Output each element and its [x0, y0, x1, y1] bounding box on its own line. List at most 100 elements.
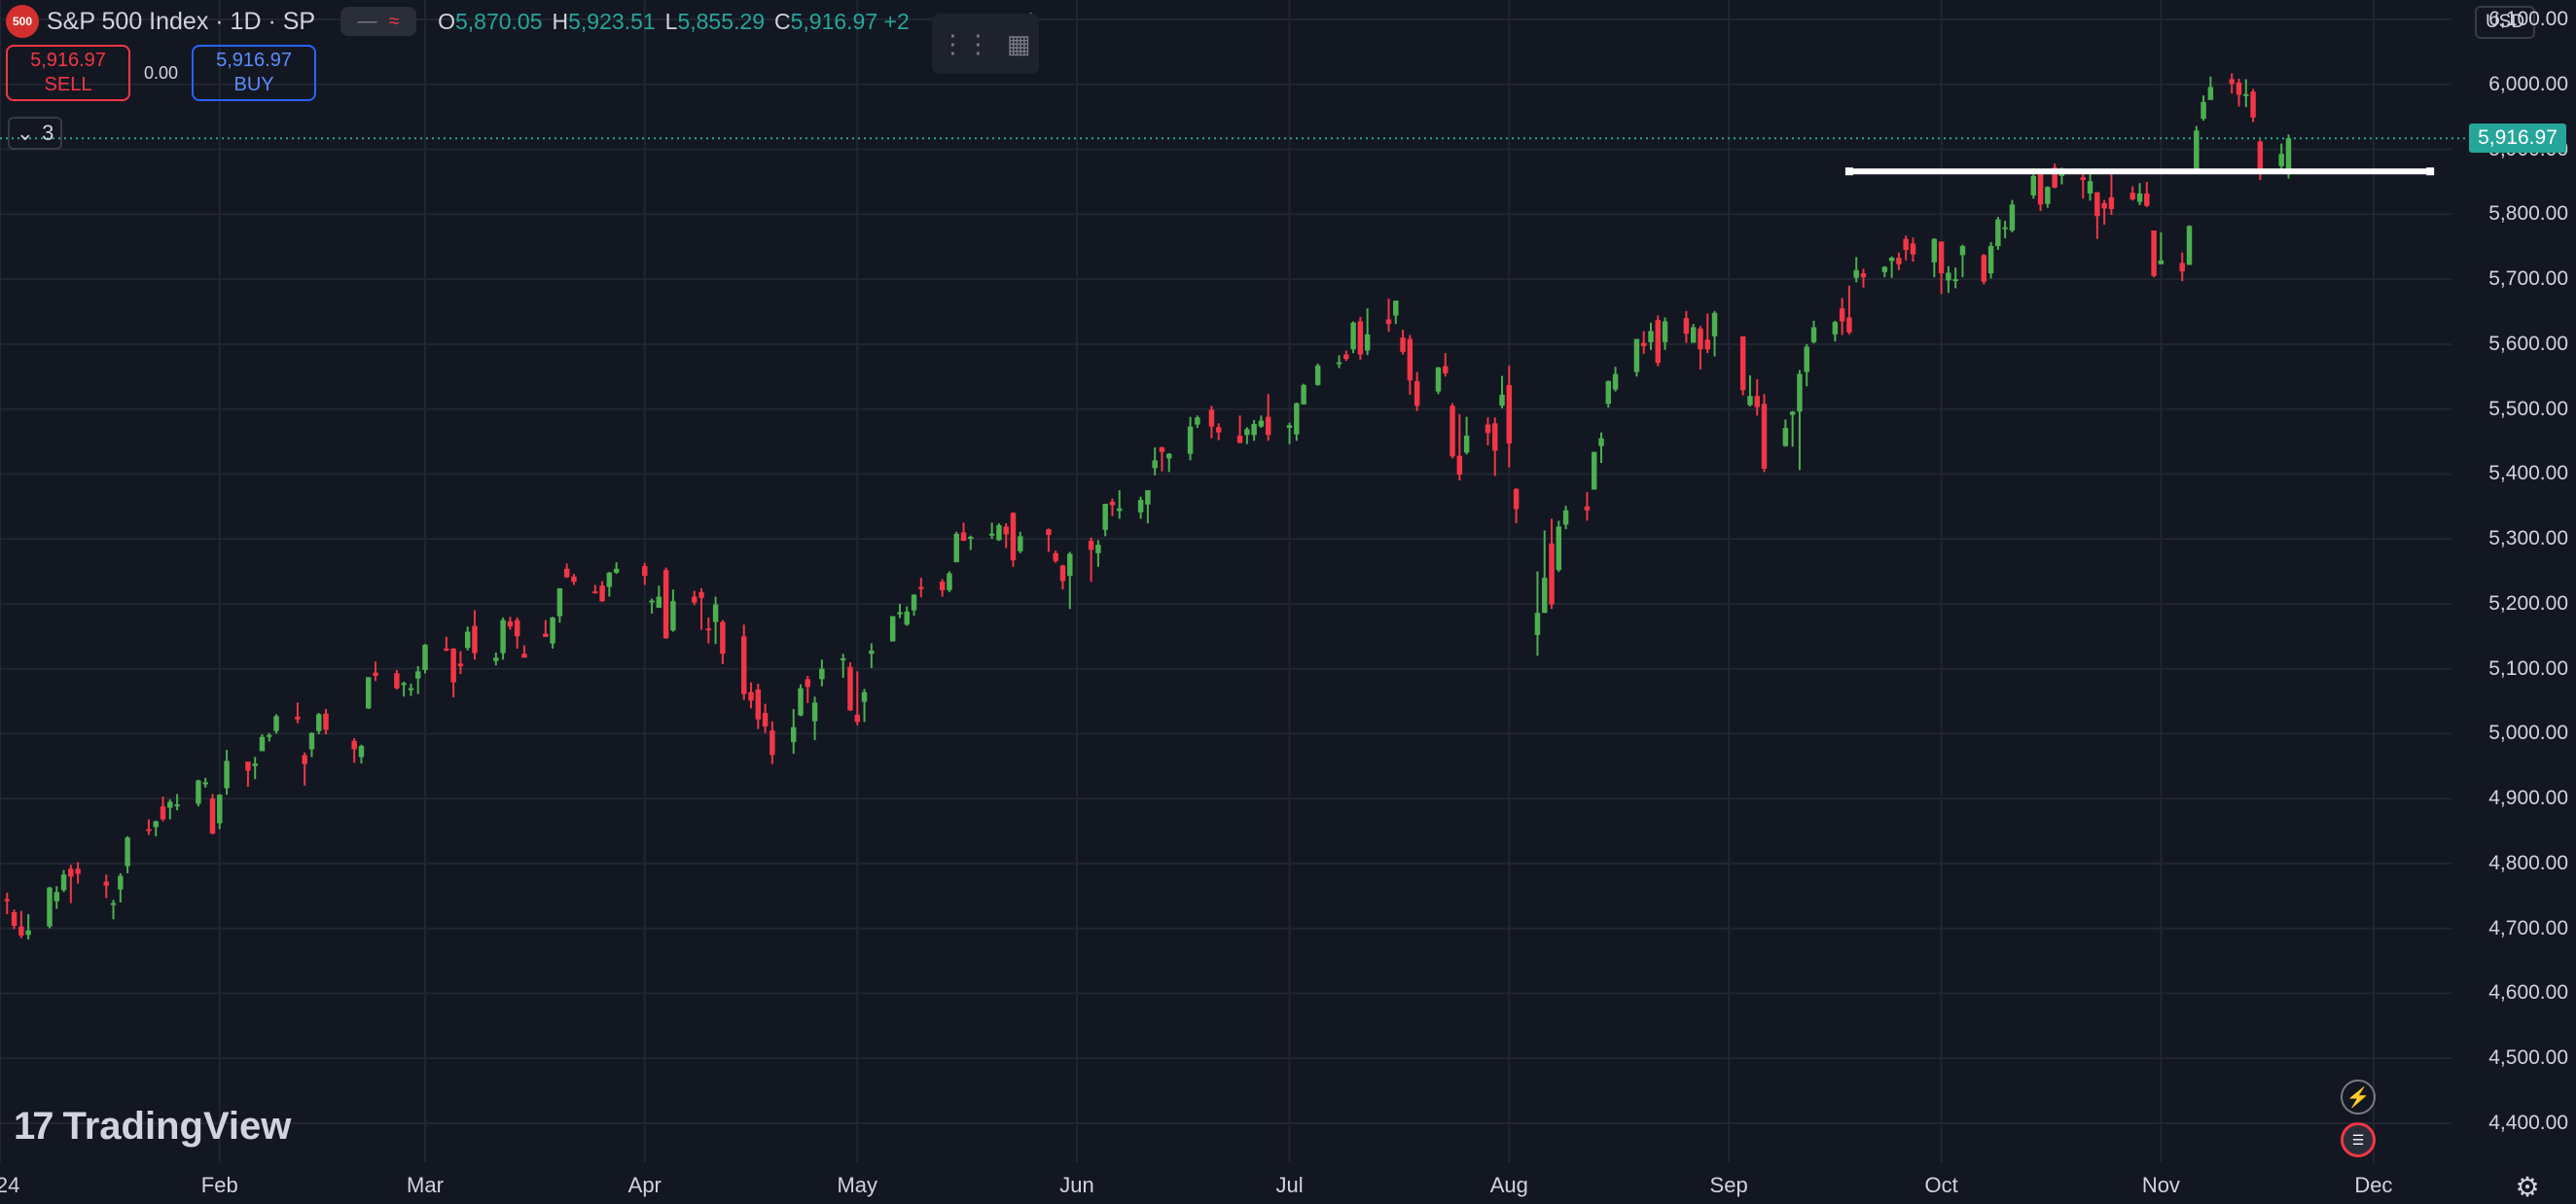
candle-down [1059, 565, 1066, 582]
candle-down [1208, 409, 1215, 427]
price-tick-label: 4,900.00 [2488, 787, 2568, 810]
gear-icon[interactable]: ⚙ [2515, 1171, 2540, 1202]
last-price-label: 5,916.97 [2469, 124, 2566, 154]
candle-down [741, 636, 747, 694]
candle-up [2194, 130, 2200, 173]
candle-up [1959, 246, 1966, 256]
candle-up [1804, 346, 1809, 372]
price-tick-label: 5,300.00 [2488, 527, 2568, 550]
candle-down [1903, 238, 1909, 251]
candle-up [118, 875, 124, 890]
candle-up [2243, 93, 2249, 96]
candle-up [1463, 435, 1470, 453]
drag-handle-icon[interactable]: ⋮⋮ [940, 28, 991, 58]
candle-down [1109, 502, 1116, 506]
time-tick-label: Feb [200, 1173, 238, 1197]
candle-down [1506, 384, 1513, 443]
price-tick-label: 5,500.00 [2488, 397, 2568, 420]
legend-row: 500 S&P 500 Index · 1D · SP — ≈ O5,870.0… [6, 4, 1037, 39]
candle-up [2278, 154, 2284, 166]
candle-down [444, 648, 449, 651]
candle-down [160, 806, 166, 820]
candle-up [500, 620, 506, 654]
candle-up [1152, 460, 1158, 469]
candle-down [1860, 273, 1867, 278]
level-line-handle-right [2426, 167, 2435, 176]
legend-toggle[interactable]: — ≈ [340, 7, 417, 36]
ohlc-high: 5,923.51 [568, 8, 656, 34]
candle-up [1711, 312, 1718, 336]
candle-up [422, 644, 428, 670]
candle-up [2087, 181, 2093, 194]
symbol-logo[interactable]: 500 [6, 5, 39, 38]
candle-down [507, 620, 514, 627]
price-tick-label: 4,500.00 [2488, 1046, 2568, 1070]
candle-down [514, 620, 520, 637]
candle-up [790, 726, 797, 743]
currency-selector[interactable]: USD [2475, 6, 2535, 39]
candle-up [550, 617, 555, 644]
candle-down [18, 926, 24, 937]
candle-down [1655, 320, 1662, 364]
candle-down [642, 566, 648, 577]
candle-down [2151, 230, 2157, 276]
price-tick-label: 5,400.00 [2488, 462, 2568, 485]
sell-price: 5,916.97 [30, 50, 106, 71]
candle-up [1195, 417, 1200, 425]
candle-down [755, 689, 762, 720]
candle-up [196, 780, 201, 804]
candle-up [167, 801, 173, 808]
candle-down [1492, 423, 1498, 451]
candle-up [2136, 193, 2143, 202]
indicators-collapse-button[interactable]: ⌄ 3 [8, 117, 62, 150]
price-tick-label: 4,700.00 [2488, 916, 2568, 939]
symbol-title[interactable]: S&P 500 Index · 1D · SP [47, 7, 316, 35]
buy-button[interactable]: 5,916.97 BUY [192, 45, 317, 101]
candle-down [599, 585, 605, 602]
layout-add-icon[interactable]: ▦ [1007, 28, 1031, 58]
price-tick-label: 4,800.00 [2488, 851, 2568, 874]
candle-down [854, 715, 861, 723]
price-tick-label: 5,800.00 [2488, 202, 2568, 226]
candle-up [1286, 425, 1293, 428]
candle-up [947, 573, 952, 590]
spread-value: 0.00 [144, 62, 179, 83]
candle-up [2058, 172, 2065, 176]
us-flag-icon[interactable]: ☰ [2341, 1122, 2376, 1157]
lightning-icon[interactable]: ⚡ [2341, 1080, 2376, 1115]
candle-up [1931, 238, 1938, 263]
candle-down [75, 868, 81, 874]
candle-down [146, 829, 152, 832]
price-tick-label: 5,600.00 [2488, 332, 2568, 355]
candle-up [897, 612, 903, 615]
candle-down [543, 633, 549, 637]
candle-up [1556, 526, 1562, 571]
candle-up [25, 930, 31, 936]
candle-up [1301, 384, 1306, 405]
candle-down [592, 591, 598, 594]
indicator-count: 3 [42, 121, 54, 145]
candle-up [988, 533, 995, 536]
candle-up [904, 611, 910, 625]
candle-down [1449, 406, 1455, 457]
candle-up [125, 837, 130, 867]
candle-up [1853, 269, 1859, 278]
candle-up [1314, 365, 1321, 385]
candle-up [60, 874, 67, 891]
candle-down [847, 666, 853, 711]
ohlc-close: 5,916.97 +2 [790, 8, 910, 34]
candle-up [1662, 321, 1668, 342]
tradingview-watermark[interactable]: 17 TradingView [14, 1105, 291, 1149]
candle-down [2179, 263, 2185, 272]
sell-button[interactable]: 5,916.97 SELL [6, 45, 130, 101]
candle-down [2257, 141, 2264, 169]
candle-up [365, 677, 372, 709]
candle-down [939, 582, 946, 590]
candle-up [1166, 453, 1172, 459]
candle-up [2009, 204, 2016, 230]
floating-toolbar[interactable]: ⋮⋮ ▦ [932, 14, 1039, 74]
candle-up [869, 650, 875, 655]
candle-down [698, 591, 704, 598]
